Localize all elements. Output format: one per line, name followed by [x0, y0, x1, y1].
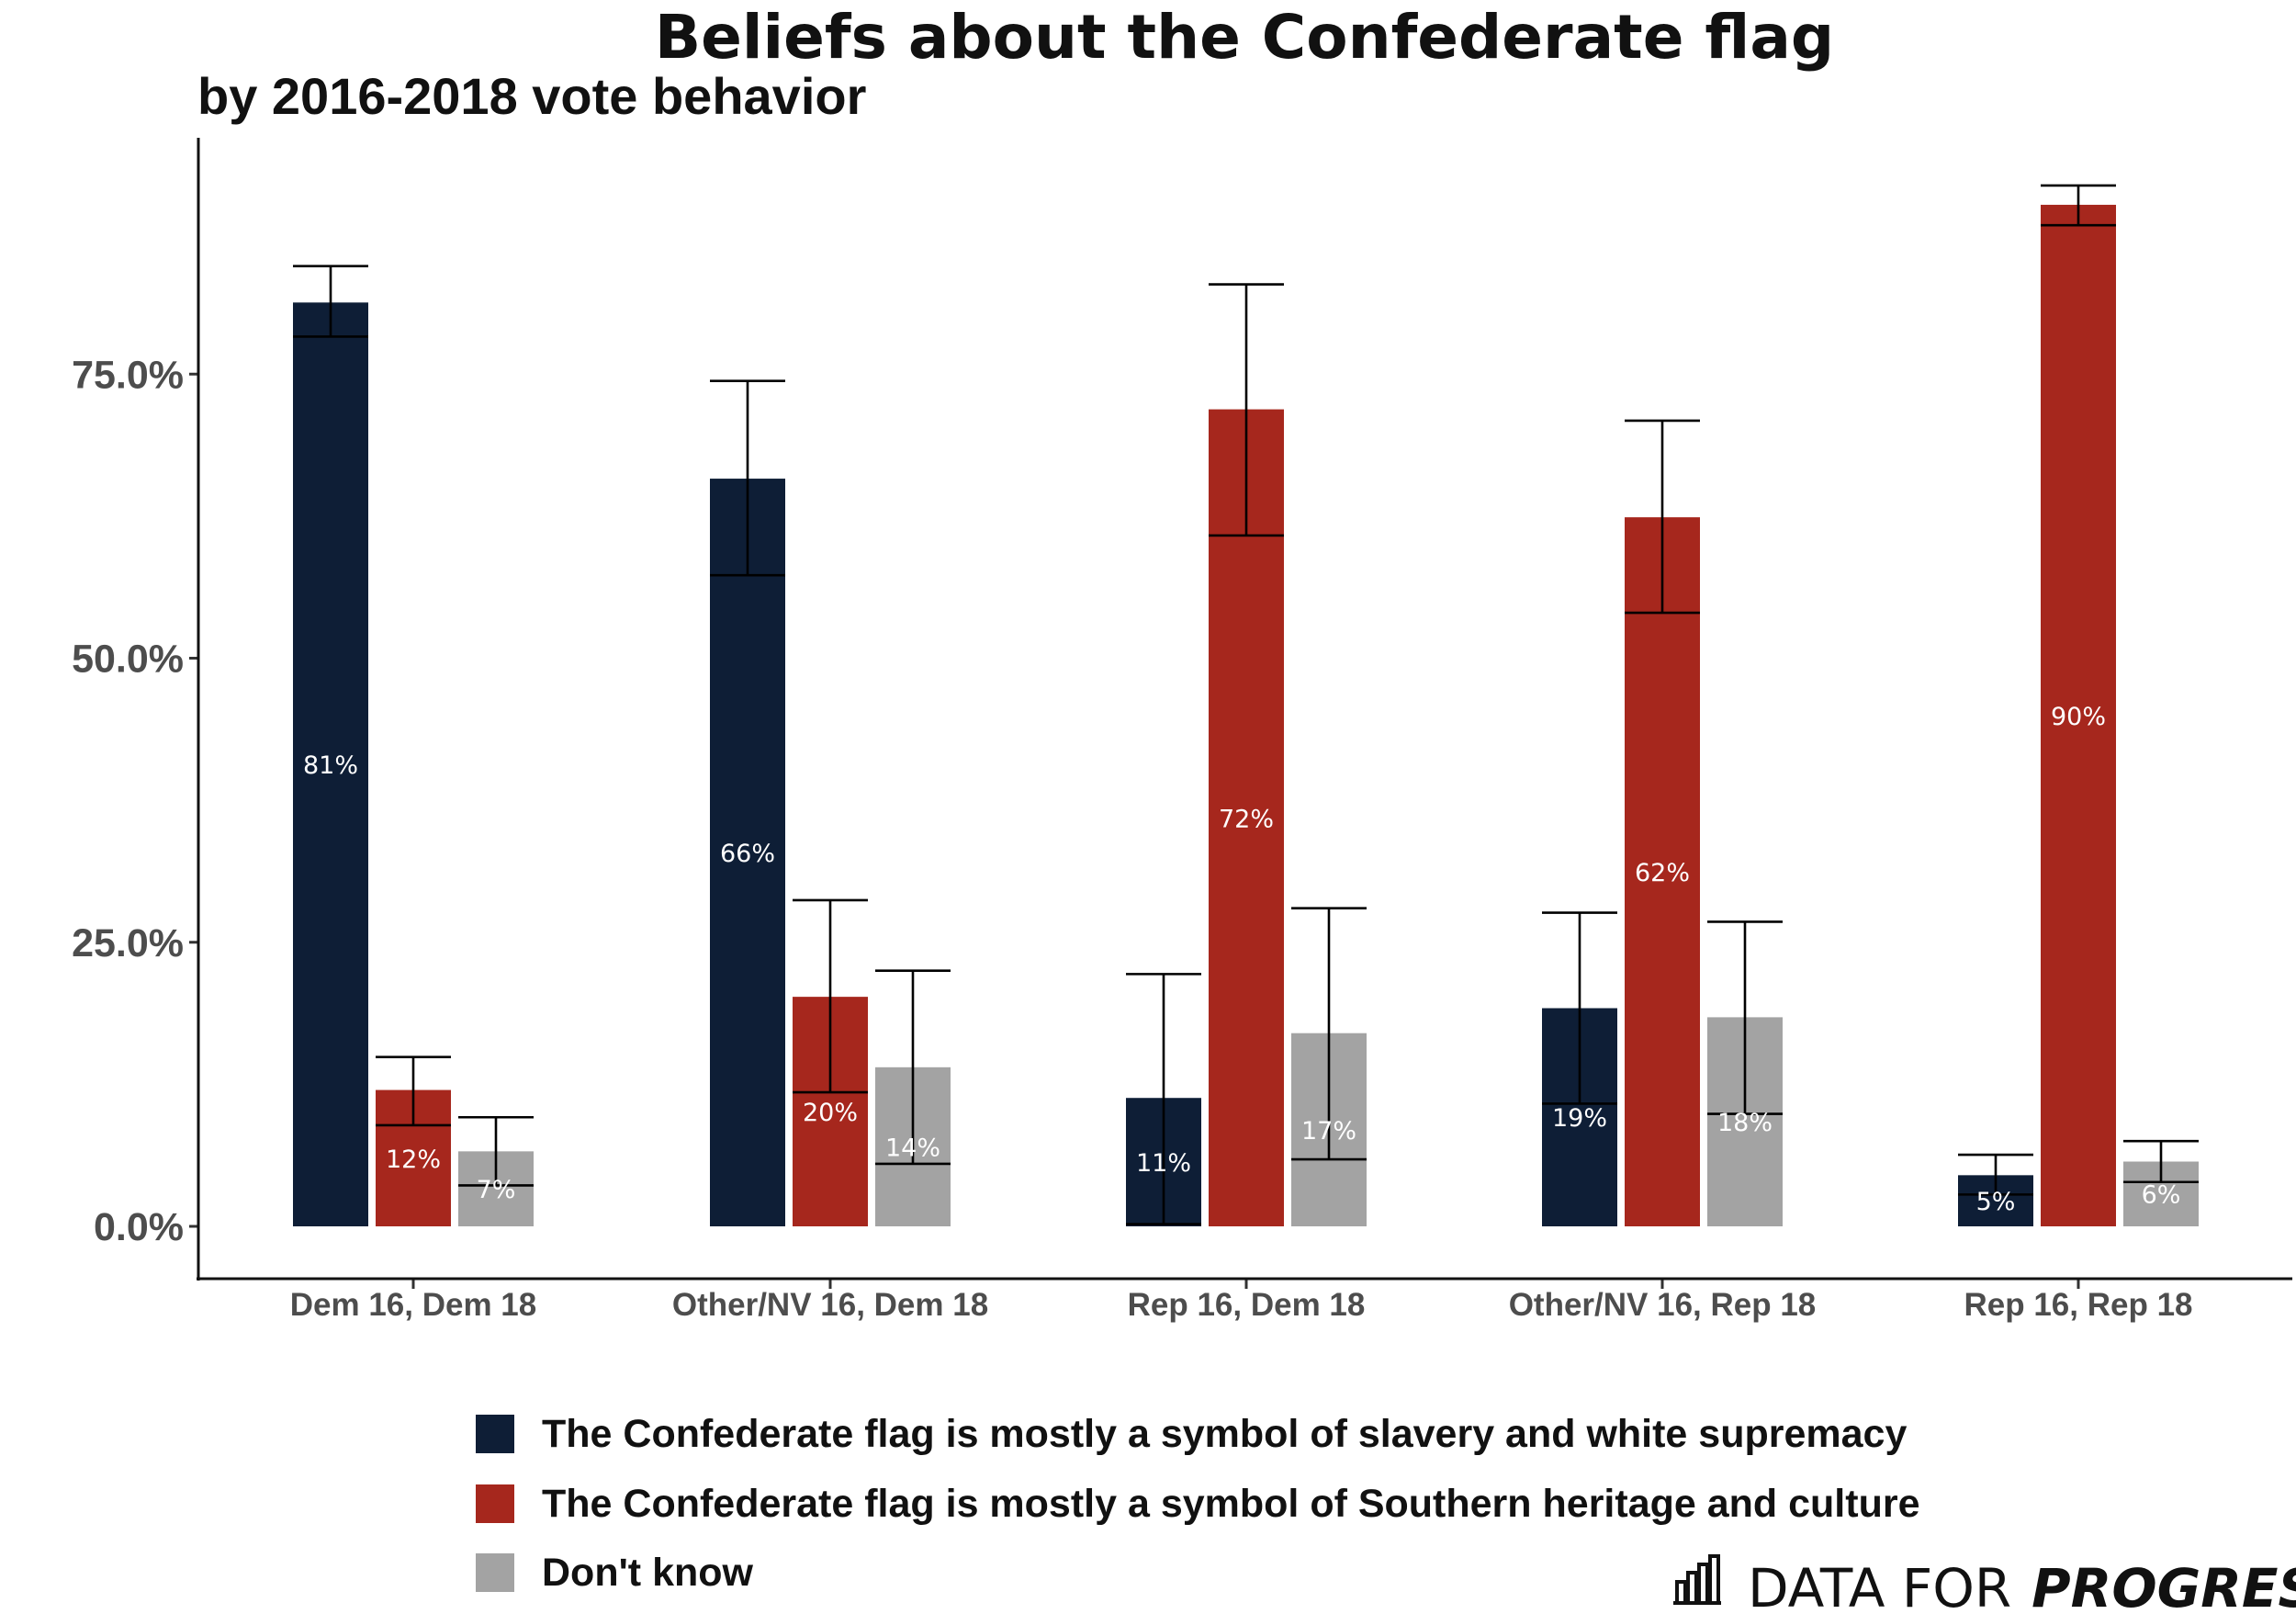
- y-tick-label: 0.0%: [94, 1205, 184, 1249]
- chart-title: Beliefs about the Confederate flag: [655, 2, 1834, 73]
- bar: [710, 479, 785, 1226]
- data-label: 18%: [1717, 1109, 1773, 1137]
- data-label: 14%: [885, 1134, 940, 1162]
- data-labels: 81% 66% 11% 19% 5% 12% 20% 72% 62% 90% 7% 14% 17% 18%…: [303, 703, 2180, 1216]
- data-label: 72%: [1219, 805, 1274, 833]
- x-tick-label: Other/NV 16, Rep 18: [1509, 1287, 1817, 1323]
- x-tick-label: Other/NV 16, Dem 18: [672, 1287, 988, 1323]
- y-axis: 0.0% 25.0% 50.0% 75.0%: [72, 353, 198, 1249]
- data-label: 12%: [386, 1146, 441, 1174]
- data-label: 66%: [720, 840, 775, 868]
- data-label: 11%: [1136, 1149, 1191, 1178]
- data-label: 20%: [803, 1099, 858, 1127]
- x-tick-label: Dem 16, Dem 18: [290, 1287, 536, 1323]
- brand-logo: DATA FOR PROGRESS: [1673, 1554, 2296, 1614]
- data-label: 7%: [477, 1176, 516, 1204]
- legend: The Confederate flag is mostly a symbol …: [476, 1412, 1920, 1595]
- data-label: 62%: [1635, 859, 1690, 887]
- bar-chart-icon: [1673, 1554, 1721, 1605]
- brand-text-regular: DATA FOR: [1748, 1557, 2011, 1614]
- legend-swatch: [476, 1415, 514, 1453]
- x-axis: Dem 16, Dem 18 Other/NV 16, Dem 18 Rep 16,…: [290, 1280, 2193, 1323]
- x-tick-label: Rep 16, Dem 18: [1128, 1287, 1366, 1323]
- data-label: 19%: [1552, 1104, 1607, 1133]
- x-tick-label: Rep 16, Rep 18: [1964, 1287, 2193, 1323]
- bar: [2041, 204, 2116, 1226]
- legend-swatch: [476, 1484, 514, 1523]
- data-label: 6%: [2142, 1181, 2181, 1210]
- bar: [1625, 517, 1700, 1226]
- data-label: 17%: [1301, 1117, 1356, 1146]
- bars: [293, 204, 2199, 1227]
- data-label: 81%: [303, 751, 358, 780]
- chart-subtitle: by 2016-2018 vote behavior: [197, 67, 866, 125]
- brand-text: DATA FOR PROGRESS: [1748, 1557, 2296, 1614]
- legend-swatch: [476, 1553, 514, 1592]
- legend-label: The Confederate flag is mostly a symbol …: [542, 1482, 1920, 1526]
- legend-label: Don't know: [542, 1551, 754, 1595]
- y-tick-label: 75.0%: [72, 353, 184, 397]
- y-tick-label: 50.0%: [72, 638, 184, 682]
- data-label: 90%: [2051, 703, 2106, 731]
- legend-label: The Confederate flag is mostly a symbol …: [542, 1412, 1907, 1456]
- bar: [293, 302, 368, 1227]
- bar: [1209, 409, 1284, 1226]
- data-label: 5%: [1976, 1188, 2016, 1216]
- y-tick-label: 25.0%: [72, 921, 184, 965]
- error-bars: [293, 184, 2199, 1225]
- brand-text-bold: PROGRESS: [2032, 1557, 2296, 1614]
